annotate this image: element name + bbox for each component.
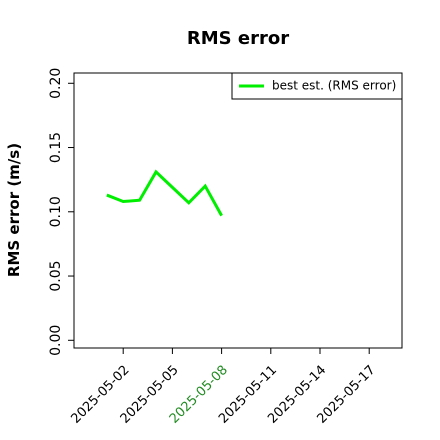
- chart-title: RMS error: [187, 28, 289, 49]
- y-tick-label: 0.00: [48, 325, 64, 356]
- y-tick-label: 0.05: [48, 260, 64, 291]
- y-tick-label: 0.15: [48, 132, 64, 163]
- series-line: [106, 169, 223, 217]
- plot-frame: [73, 72, 403, 349]
- y-axis-label: RMS error (m/s): [5, 143, 23, 277]
- y-tick-label: 0.20: [48, 68, 64, 99]
- y-tick-label: 0.10: [48, 196, 64, 227]
- legend-label: best est. (RMS error): [272, 79, 396, 93]
